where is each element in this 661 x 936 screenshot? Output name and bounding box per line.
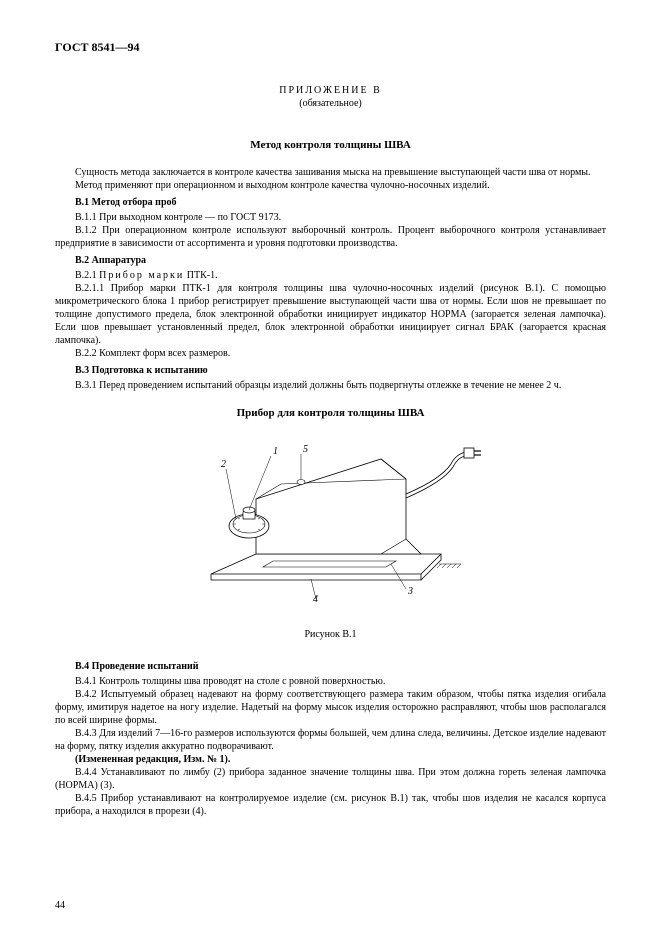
b4-p1: В.4.1 Контроль толщины шва проводят на с… — [55, 675, 606, 688]
fig-label-5: 5 — [303, 444, 308, 455]
b2-p1-spaced: Прибор марки — [99, 270, 184, 281]
b4-p3b-bold: (Измененная редакция, Изм. № 1). — [75, 754, 230, 765]
b1-p1: В.1.1 При выходном контроле — по ГОСТ 91… — [55, 211, 606, 224]
b2-p1: В.2.1 Прибор марки ПТК-1. — [55, 269, 606, 282]
fig-label-4: 4 — [313, 594, 318, 604]
appendix-title: ПРИЛОЖЕНИЕ В — [55, 85, 606, 96]
b1-p2: В.1.2 При операционном контроле использу… — [55, 224, 606, 250]
b4-p5: В.4.5 Прибор устанавливают на контролиру… — [55, 792, 606, 818]
b2-p2: В.2.1.1 Прибор марки ПТК-1 для контроля … — [55, 282, 606, 347]
b2-p3: В.2.2 Комплект форм всех размеров. — [55, 347, 606, 360]
figure-caption: Рисунок В.1 — [55, 629, 606, 640]
b3-heading: В.3 Подготовка к испытанию — [55, 364, 606, 377]
b4-heading: В.4 Проведение испытаний — [55, 660, 606, 673]
intro-para-2: Метод применяют при операционном и выход… — [55, 179, 606, 192]
figure-drawing: 1 2 5 3 4 — [55, 424, 606, 609]
figure-title: Прибор для контроля толщины ШВА — [55, 407, 606, 419]
b4-p3: В.4.3 Для изделий 7—16-го размеров испол… — [55, 727, 606, 753]
appendix-subtitle: (обязательное) — [55, 98, 606, 109]
page-number: 44 — [55, 900, 65, 911]
main-title: Метод контроля толщины ШВА — [55, 139, 606, 151]
fig-label-3: 3 — [407, 586, 413, 597]
b4-p4: В.4.4 Устанавливают по лимбу (2) прибора… — [55, 766, 606, 792]
fig-label-1: 1 — [273, 446, 278, 457]
b4-p3b: (Измененная редакция, Изм. № 1). — [55, 753, 606, 766]
b4-p2: В.4.2 Испытуемый образец надевают на фор… — [55, 688, 606, 727]
b2-p1-prefix: В.2.1 — [75, 270, 99, 281]
fig-label-2: 2 — [221, 459, 226, 470]
doc-header: ГОСТ 8541—94 — [55, 40, 606, 55]
b3-p1: В.3.1 Перед проведением испытаний образц… — [55, 379, 606, 392]
b2-heading: В.2 Аппаратура — [55, 254, 606, 267]
b2-p1-suffix: ПТК-1. — [184, 270, 217, 281]
intro-para-1: Сущность метода заключается в контроле к… — [55, 166, 606, 179]
b1-heading: В.1 Метод отбора проб — [55, 196, 606, 209]
